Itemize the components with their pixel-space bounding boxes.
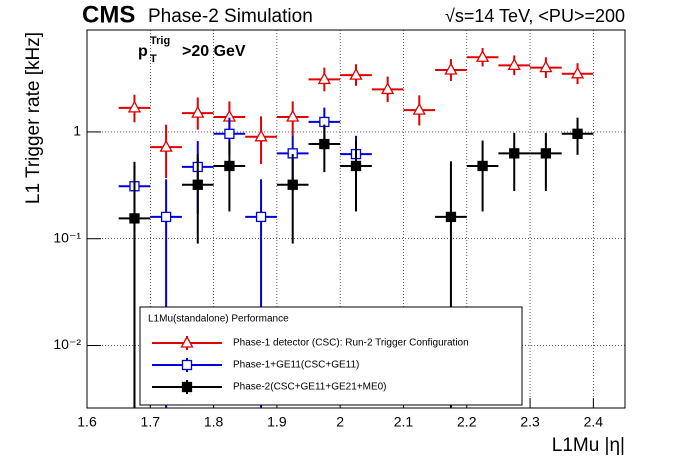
x-tick-label: 2.2 (457, 414, 477, 430)
marker (192, 179, 203, 190)
marker (159, 139, 173, 152)
marker (540, 148, 552, 159)
y-tick-label: 10⁻² (53, 336, 81, 352)
x-tick-label: 2.1 (394, 414, 414, 430)
x-tick-label: 1.7 (141, 414, 161, 430)
marker (445, 211, 457, 223)
marker (572, 128, 583, 139)
y-tick-label: 10⁻¹ (53, 229, 81, 245)
marker (475, 49, 490, 62)
marker (350, 160, 362, 172)
legend-label: Phase-1+GE11(CSC+GE11) (233, 360, 359, 371)
y-axis-label: L1 Trigger rate [kHz] (23, 32, 44, 204)
marker (224, 128, 235, 139)
legend-label: Phase-1 detector (CSC): Run-2 Trigger Co… (233, 338, 469, 349)
annotation-text: >20 GeV (182, 43, 246, 60)
plot-area (118, 48, 594, 408)
plot-frame (86, 29, 626, 409)
marker (287, 179, 298, 190)
experiment: CMS (82, 1, 135, 28)
axes: 1.6 1.7 1.8 1.9 2 2.1 2.2 2.3 2.4 10⁻² 10⁻¹ 1 (53, 123, 603, 430)
marker (127, 100, 142, 113)
x-tick-label: 1.6 (77, 414, 97, 430)
chart-title: Phase-2 Simulation (148, 6, 313, 27)
marker (160, 211, 172, 223)
x-tick-label: 1.8 (204, 414, 224, 430)
x-tick-label: 2 (336, 414, 344, 430)
legend-marker (181, 381, 193, 393)
marker (381, 82, 395, 95)
marker (317, 72, 331, 85)
marker (254, 129, 268, 142)
marker (224, 160, 235, 172)
marker (255, 211, 267, 223)
energy-label: √s=14 TeV, <PU>=200 (445, 6, 625, 26)
marker (570, 66, 585, 79)
annotation-sub: T (150, 53, 157, 65)
marker (444, 62, 458, 75)
marker (477, 160, 488, 172)
marker (286, 109, 300, 122)
legend-label: Phase-2(CSC+GE11+GE21+ME0) (233, 382, 387, 393)
marker (412, 102, 426, 115)
annotation-sup: Trig (150, 35, 170, 47)
y-tick-label: 1 (73, 123, 81, 139)
marker (539, 60, 553, 73)
marker (507, 58, 521, 71)
marker (129, 213, 140, 224)
legend: L1Mu(standalone) Performance Phase-1 det… (139, 306, 523, 406)
x-tick-label: 2.3 (520, 414, 540, 430)
x-tick-label: 1.9 (267, 414, 287, 430)
legend-box (139, 306, 523, 406)
x-axis-label: L1Mu |η| (552, 435, 625, 456)
marker (319, 138, 330, 150)
legend-marker (181, 359, 193, 371)
legend-title: L1Mu(standalone) Performance (148, 314, 289, 325)
annotation-p: p (138, 43, 148, 60)
marker (191, 105, 205, 118)
x-tick-label: 2.4 (584, 414, 604, 430)
legend-marker (180, 335, 194, 348)
marker (509, 148, 520, 159)
marker (349, 67, 363, 80)
